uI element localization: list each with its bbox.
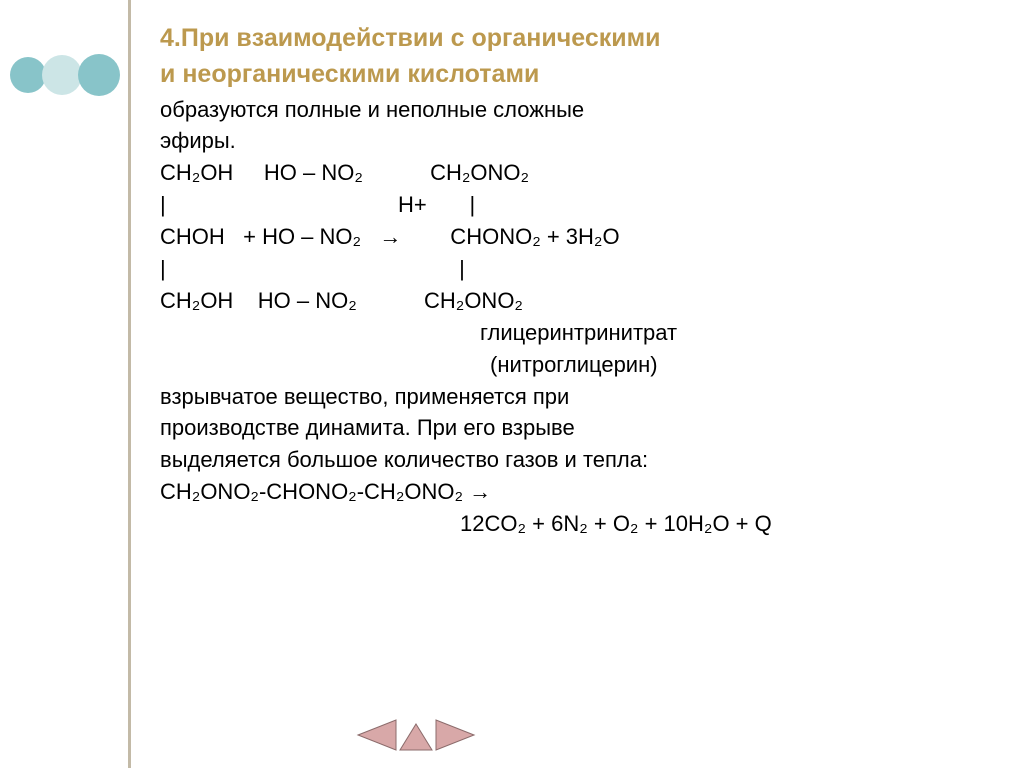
dot-icon — [78, 54, 120, 96]
body-text: эфиры. — [160, 125, 980, 157]
body-text: производстве динамита. При его взрыве — [160, 412, 980, 444]
nav-prev-icon[interactable] — [356, 718, 398, 752]
equation-line: 12СO₂ + 6N₂ + O₂ + 10H₂O + Q — [160, 508, 980, 540]
slide-content: 4.При взаимодействии с органическими и н… — [160, 22, 980, 540]
heading-line-2: и неорганическими кислотами — [160, 58, 980, 92]
heading-line-1: 4.При взаимодействии с органическими — [160, 22, 980, 56]
dot-icon — [10, 57, 46, 93]
product-name: (нитроглицерин) — [480, 349, 980, 381]
equation-line: CH₂ONO₂-CHONO₂-CH₂ONO₂ → — [160, 476, 980, 508]
nav-next-icon[interactable] — [434, 718, 476, 752]
equation-line: CH₂OH HO – NO₂ CH₂ONO₂ — [160, 157, 980, 189]
nav-buttons — [356, 718, 476, 752]
dot-icon — [42, 55, 82, 95]
product-name: глицеринтринитрат — [480, 317, 980, 349]
body-text: образуются полные и неполные сложные — [160, 94, 980, 126]
decorative-dots — [10, 54, 120, 96]
body-text: выделяется большое количество газов и те… — [160, 444, 980, 476]
equation-line: | | — [160, 253, 980, 285]
body-text: взрывчатое вещество, применяется при — [160, 381, 980, 413]
equation-line: CHOH + HO – NO₂ → CHONO₂ + 3H₂O — [160, 221, 980, 253]
left-border — [128, 0, 131, 768]
equation-line: CH₂OH HO – NO₂ CH₂ONO₂ — [160, 285, 980, 317]
nav-up-icon[interactable] — [398, 722, 434, 752]
equation-line: | H+ | — [160, 189, 980, 221]
